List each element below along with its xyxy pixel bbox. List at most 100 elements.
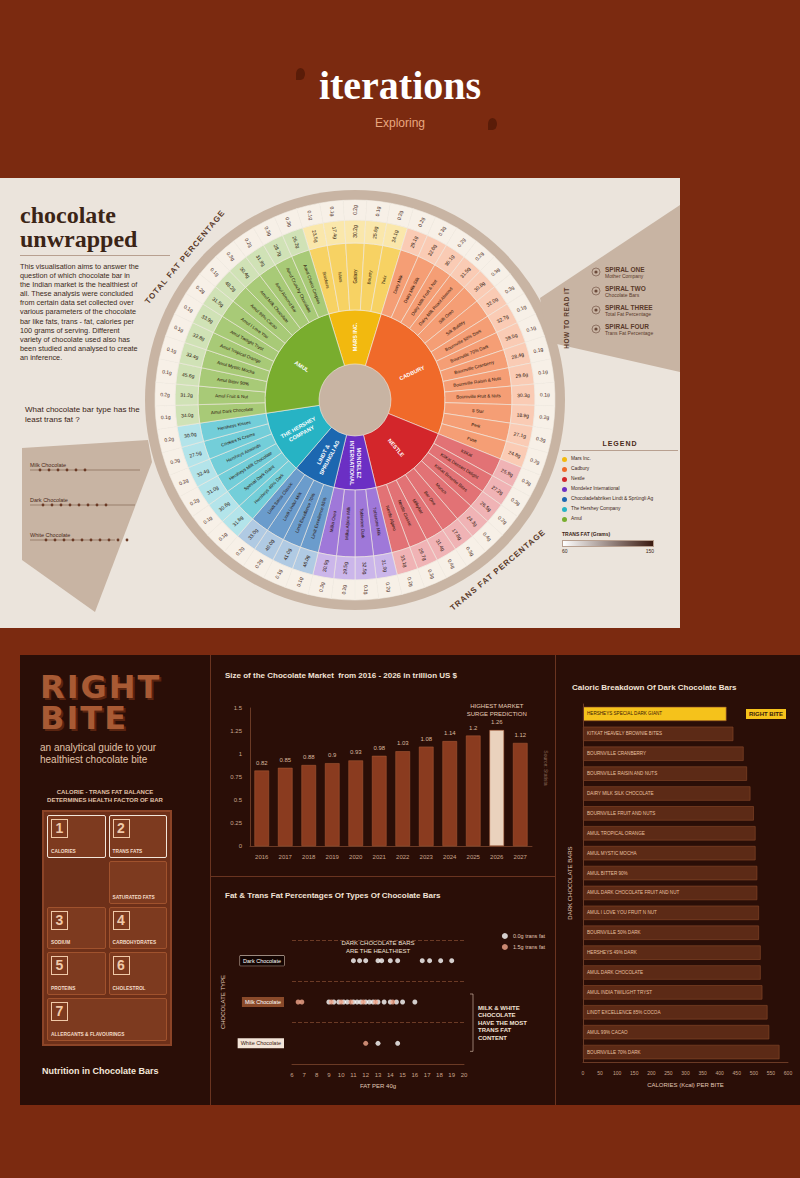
svg-text:Snickers: Snickers [322, 271, 331, 290]
svg-text:0.1g: 0.1g [374, 206, 381, 217]
svg-text:BOURNVILLE 50% DARK: BOURNVILLE 50% DARK [587, 930, 642, 935]
svg-text:32.7g: 32.7g [496, 313, 510, 324]
svg-text:24.3g: 24.3g [466, 514, 479, 527]
svg-text:1.03: 1.03 [397, 740, 409, 746]
svg-text:33.0g: 33.0g [247, 527, 259, 541]
svg-text:7: 7 [303, 1072, 307, 1078]
svg-text:Fuse: Fuse [466, 436, 478, 444]
svg-text:29.7g: 29.7g [418, 547, 429, 561]
svg-text:450: 450 [733, 1070, 742, 1076]
svg-text:2019: 2019 [326, 854, 340, 860]
svg-text:0.2g: 0.2g [352, 205, 358, 215]
svg-text:0.75: 0.75 [230, 774, 242, 780]
svg-text:AMUL I LOVE YOU FRUIT N NUT: AMUL I LOVE YOU FRUIT N NUT [587, 910, 657, 915]
svg-text:TRANS FAT: TRANS FAT [478, 1027, 512, 1033]
svg-text:0.2g: 0.2g [164, 435, 175, 443]
svg-text:Milka Alpine Milk: Milka Alpine Milk [344, 506, 351, 540]
svg-text:11: 11 [350, 1072, 357, 1078]
svg-text:40.0g: 40.0g [264, 538, 276, 552]
svg-text:1.25: 1.25 [230, 728, 242, 734]
svg-text:Galaxy: Galaxy [353, 269, 358, 284]
svg-text:Amul Mystic Mocha: Amul Mystic Mocha [216, 360, 255, 375]
svg-text:2017: 2017 [279, 854, 293, 860]
svg-text:0.1g: 0.1g [217, 531, 228, 542]
svg-text:Bournville Raisin & Nuts: Bournville Raisin & Nuts [453, 376, 502, 388]
svg-text:30.2g: 30.2g [352, 225, 358, 238]
svg-text:0.1g: 0.1g [161, 413, 171, 420]
svg-text:30.4g: 30.4g [239, 266, 252, 280]
svg-text:26.2g: 26.2g [291, 235, 301, 249]
svg-text:MILK & WHITE: MILK & WHITE [478, 1005, 520, 1011]
svg-text:0.2g: 0.2g [529, 456, 540, 465]
svg-text:33.4g: 33.4g [186, 351, 200, 360]
svg-text:31.4g: 31.4g [435, 538, 447, 552]
svg-text:Bournville 70% Dark: Bournville 70% Dark [450, 343, 490, 363]
svg-text:14: 14 [387, 1072, 394, 1078]
svg-text:0.2g: 0.2g [178, 477, 190, 487]
svg-text:25.6g: 25.6g [371, 226, 378, 239]
svg-text:33.1g: 33.1g [400, 554, 409, 568]
svg-text:BOURNVILLE RAISIN AND NUTS: BOURNVILLE RAISIN AND NUTS [587, 771, 657, 776]
svg-text:0.2g: 0.2g [406, 576, 415, 587]
svg-text:17.8g: 17.8g [451, 527, 463, 541]
svg-text:SURGE PREDICTION: SURGE PREDICTION [467, 711, 527, 717]
svg-text:41.0g: 41.0g [282, 547, 293, 561]
svg-text:16: 16 [412, 1072, 419, 1078]
svg-text:SPRUNGLI AG: SPRUNGLI AG [318, 439, 341, 476]
svg-text:2020: 2020 [349, 854, 363, 860]
svg-text:13: 13 [375, 1072, 382, 1078]
svg-text:23.5g: 23.5g [311, 229, 320, 243]
svg-text:29.6g: 29.6g [515, 371, 528, 379]
svg-text:Dairy Milk: Dairy Milk [392, 273, 404, 294]
svg-text:Lindt Excellence 85%: Lindt Excellence 85% [310, 497, 327, 539]
svg-text:Mars: Mars [337, 272, 343, 283]
svg-text:32.6g: 32.6g [426, 243, 437, 257]
svg-text:AMUL INDIA TWILIGHT TRYST: AMUL INDIA TWILIGHT TRYST [587, 990, 652, 995]
svg-text:INTERNATIONAL: INTERNATIONAL [349, 441, 355, 486]
svg-text:0.1g: 0.1g [202, 514, 214, 525]
svg-text:27.2g: 27.2g [491, 484, 505, 496]
svg-text:31.0g: 31.0g [206, 484, 220, 496]
svg-text:1.26: 1.26 [491, 719, 503, 725]
svg-text:2024: 2024 [443, 854, 457, 860]
svg-text:0.3g: 0.3g [521, 477, 533, 487]
svg-text:250: 250 [664, 1070, 673, 1076]
svg-text:0.2g: 0.2g [539, 413, 549, 420]
svg-text:Caloric Breakdown Of Dark Choc: Caloric Breakdown Of Dark Chocolate Bars [572, 683, 737, 692]
svg-text:1.5: 1.5 [234, 705, 243, 711]
svg-text:CHOCOLATE: CHOCOLATE [478, 1012, 516, 1018]
svg-text:AMUL DARK CHOCOLATE: AMUL DARK CHOCOLATE [587, 970, 643, 975]
svg-text:18.9g: 18.9g [516, 411, 529, 418]
svg-text:0.2g: 0.2g [234, 545, 245, 557]
svg-text:25.9g: 25.9g [500, 467, 514, 478]
svg-text:ARE THE HEALTHIEST: ARE THE HEALTHIEST [346, 948, 410, 954]
svg-text:0.5: 0.5 [234, 797, 243, 803]
svg-text:Perk: Perk [471, 422, 482, 429]
svg-text:0.2g: 0.2g [396, 210, 404, 221]
svg-text:Silk Oreo: Silk Oreo [438, 308, 455, 325]
svg-text:31.2g: 31.2g [180, 392, 193, 398]
svg-text:32.4g: 32.4g [196, 467, 210, 478]
svg-text:0.1g: 0.1g [166, 346, 177, 354]
svg-text:200: 200 [647, 1070, 656, 1076]
svg-text:CALORIES (Kcal) PER BITE: CALORIES (Kcal) PER BITE [647, 1082, 724, 1088]
svg-text:2022: 2022 [396, 854, 410, 860]
svg-text:0.1g: 0.1g [162, 368, 173, 375]
svg-text:White Chocolate: White Chocolate [241, 1040, 281, 1046]
svg-text:27.5g: 27.5g [189, 449, 203, 459]
svg-text:Bar One: Bar One [423, 490, 437, 507]
svg-text:Cookies N Creme: Cookies N Creme [220, 431, 256, 447]
svg-text:50: 50 [597, 1070, 603, 1076]
svg-text:HIGHEST MARKET: HIGHEST MARKET [470, 703, 524, 709]
svg-text:31.5g: 31.5g [211, 296, 225, 308]
svg-text:30.9g: 30.9g [321, 559, 329, 573]
svg-text:AMUL MYSTIC MOCHA: AMUL MYSTIC MOCHA [587, 851, 638, 856]
svg-text:18: 18 [436, 1072, 443, 1078]
svg-text:1: 1 [239, 751, 243, 757]
svg-text:8: 8 [315, 1072, 319, 1078]
svg-text:32.5g: 32.5g [362, 562, 369, 575]
svg-text:Milka Oreo: Milka Oreo [329, 510, 338, 533]
svg-text:MARS INC.: MARS INC. [352, 322, 358, 351]
svg-text:Hersheys Almonds: Hersheys Almonds [225, 442, 262, 463]
svg-text:0.3g: 0.3g [490, 266, 501, 277]
